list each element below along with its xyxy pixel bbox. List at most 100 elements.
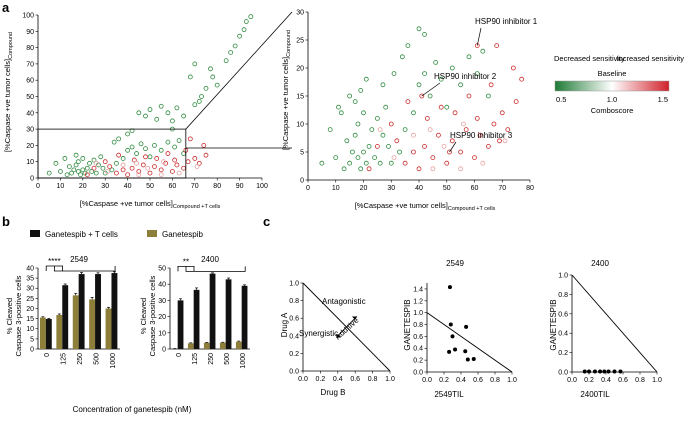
a-left-point xyxy=(76,160,80,164)
a-left-point xyxy=(108,165,112,169)
a-left-point xyxy=(229,50,233,54)
a-right-point xyxy=(364,77,368,81)
a-left-y-tick-label: 20 xyxy=(26,143,34,150)
a-right-point xyxy=(453,111,457,115)
a-right-x-tick-label: 20 xyxy=(360,185,368,192)
a-right-point xyxy=(434,60,438,64)
a-right-point xyxy=(423,144,427,148)
c-2549-y-tick-label: 0.2 xyxy=(413,358,423,365)
b-2549-y-tick-label: 5 xyxy=(30,336,34,343)
b-2400-bar xyxy=(188,343,194,349)
c-2549-title: 2549 xyxy=(446,259,464,268)
a-left-y-tick-label: 40 xyxy=(26,110,34,117)
c-2400-x-tick-label: 0.0 xyxy=(567,377,577,384)
b-2549-sig-stars: **** xyxy=(48,257,60,266)
a-right-point xyxy=(350,150,354,154)
c-2400-point xyxy=(602,370,606,374)
a-left-point xyxy=(148,155,152,159)
a-right-point xyxy=(359,167,363,171)
b-2549-bar xyxy=(62,285,68,349)
a-right-y-tick-label: 25 xyxy=(296,37,304,44)
c-2400-y-tick-label: 0.6 xyxy=(558,311,568,318)
a-left-point xyxy=(117,137,121,141)
b-2549-category-label: 250 xyxy=(77,353,84,365)
c-schematic-y-tick-label: 0.4 xyxy=(289,333,299,340)
a-left-point xyxy=(65,173,69,177)
c-2549-xlabel: 2549TIL xyxy=(434,390,464,399)
a-left-point xyxy=(175,163,179,167)
b-2400-category-label: 1000 xyxy=(240,353,247,369)
a-right-point xyxy=(353,133,357,137)
a-left-point xyxy=(170,169,174,173)
a-right-point xyxy=(362,150,366,154)
a-right-point xyxy=(442,144,446,148)
panel-b-ylabel-2: Caspase 3-positive cells xyxy=(14,275,23,356)
c-schematic-x-tick-label: 0.4 xyxy=(333,376,343,383)
c-schematic-x-tick-label: 0.2 xyxy=(316,376,326,383)
a-right-point xyxy=(417,27,421,31)
a-right-point xyxy=(431,167,435,171)
a-right-point xyxy=(395,139,399,143)
b-2400-bar xyxy=(236,342,242,349)
hsp90-inhibitor-label: HSP90 inhibitor 3 xyxy=(450,131,513,140)
a-right-point xyxy=(367,167,371,171)
a-right-point xyxy=(431,156,435,160)
a-left-point xyxy=(146,166,150,170)
c-2400-point xyxy=(593,370,597,374)
c-2549-point xyxy=(447,350,451,354)
panel-b-ylabel-1: % Cleaved xyxy=(5,298,14,334)
legend-swatch-single xyxy=(147,230,157,237)
panel-label-a: a xyxy=(2,0,10,15)
a-right-point xyxy=(467,94,471,98)
a-right-y-tick-label: 0 xyxy=(300,177,304,184)
legend-tick-1-5: 1.5 xyxy=(658,95,668,104)
a-left-y-tick-label: 30 xyxy=(26,127,34,134)
a-right-point xyxy=(489,83,493,87)
b-2549-y-tick-label: 10 xyxy=(26,326,34,333)
a-left-point xyxy=(197,99,201,103)
panel-a-left-xlabel: [%Caspase +ve tumor cells]Compound +T ce… xyxy=(80,199,221,210)
a-right-point xyxy=(459,167,463,171)
b-2400-sig-bracket-2 xyxy=(186,266,245,271)
a-right-point xyxy=(473,156,477,160)
b-2400-bar xyxy=(242,286,248,349)
a-left-point xyxy=(159,168,163,172)
c-2549-y-tick-label: 0.4 xyxy=(413,346,423,353)
a-left-point xyxy=(173,145,177,149)
a-right-point xyxy=(475,116,479,120)
a-left-point xyxy=(126,132,130,136)
a-left-point xyxy=(101,166,105,170)
a-right-point xyxy=(328,128,332,132)
a-right-point xyxy=(411,150,415,154)
a-zoom-connector-top xyxy=(186,12,292,129)
c-schematic-y-tick-label: 0.8 xyxy=(289,298,299,305)
a-left-point xyxy=(126,148,130,152)
b-2400-y-tick-label: 20 xyxy=(158,314,166,321)
b-2549-title: 2549 xyxy=(70,255,88,264)
a-right-point xyxy=(486,94,490,98)
a-left-point xyxy=(144,114,148,118)
a-right-point xyxy=(403,161,407,165)
a-left-point xyxy=(233,44,237,48)
a-left-y-tick-label: 100 xyxy=(22,12,34,19)
panel-a-left-ylabel: [%Caspase +ve tumor cells]Compound xyxy=(3,32,14,152)
a-right-point xyxy=(423,72,427,76)
c-2400-y-tick-label: 1.0 xyxy=(558,272,568,279)
c-2549-additivity-line xyxy=(427,313,512,372)
b-2400-bar xyxy=(226,279,232,349)
a-right-point xyxy=(495,44,499,48)
a-right-point xyxy=(362,111,366,115)
b-2400-category-label: 0 xyxy=(176,353,183,357)
b-2400-bar xyxy=(210,274,216,349)
a-left-point xyxy=(249,15,253,19)
b-2400-sig-stars: ** xyxy=(183,257,189,266)
c-2400-y-tick-label: 0.0 xyxy=(558,369,568,376)
b-2549-category-label: 500 xyxy=(93,353,100,365)
b-2400-bar xyxy=(220,343,226,349)
a-right-point xyxy=(364,161,368,165)
b-2400-y-tick-label: 30 xyxy=(158,298,166,305)
a-left-point xyxy=(139,142,143,146)
a-left-point xyxy=(81,156,85,160)
a-right-point xyxy=(459,83,463,87)
